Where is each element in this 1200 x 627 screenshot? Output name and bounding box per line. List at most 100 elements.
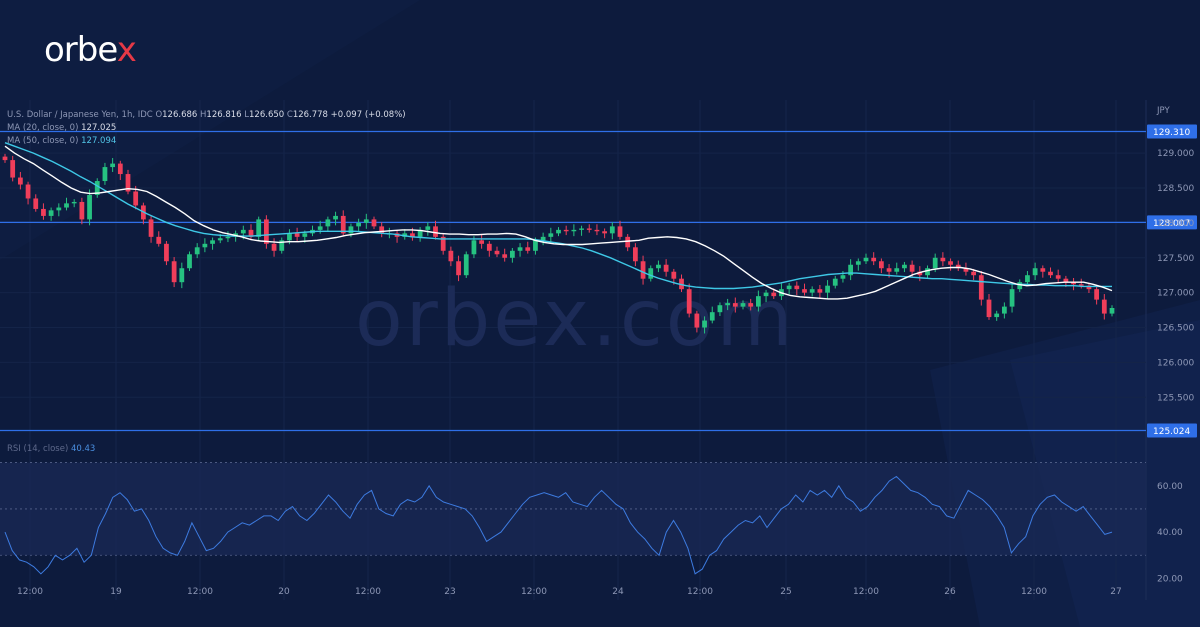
rsi-tick-label: 60.00 [1157,482,1183,492]
candle-body [263,219,269,244]
candle-body [855,261,861,265]
candle-body [971,271,977,276]
candle-body [786,285,792,290]
candle-body [571,229,577,232]
candle-body [1048,271,1053,276]
price-tick-label: 127.000 [1157,289,1194,299]
candle-body [640,261,646,279]
candle-body [863,257,869,262]
candle-body [256,219,262,237]
candle-body [671,271,677,279]
ma20-label: MA (20, close, 0) [7,123,79,133]
candle-body [71,201,77,204]
candle-body [902,264,907,269]
ma20-value: 127.025 [81,123,117,133]
candle-body [825,285,830,293]
ma50-value: 127.094 [81,136,117,146]
candle-body [417,229,423,237]
candle-body [925,268,930,276]
candle-body [287,233,292,241]
time-tick-label: 12:00 [355,587,381,597]
candle-body [456,261,461,276]
orbex-logo[interactable]: orbex [44,30,137,70]
level-label: 129.310 [1153,128,1190,138]
candle-body [48,210,54,216]
candle-body [848,264,854,276]
change-value: +0.097 (+0.08%) [330,110,406,120]
candle-body [1071,282,1076,285]
candle-body [279,240,285,251]
candle-body [333,215,338,220]
candle-body [548,233,554,237]
time-tick-label: 12:00 [1021,587,1047,597]
candlesticks [2,153,1115,334]
candle-body [694,313,700,328]
candle-body [479,240,485,244]
candle-body [978,275,984,300]
candle-body [494,250,500,255]
candle-body [79,201,85,220]
price-tick-label: 126.000 [1157,358,1194,368]
candle-body [709,312,715,321]
symbol-header: U.S. Dollar / Japanese Yen, 1h, IDC O126… [7,110,406,120]
candle-body [317,226,323,230]
candle-body [632,247,638,262]
logo-text: orbe [44,30,118,70]
horizontal-levels: 129.310 128.007 125.024 [0,124,1197,438]
candle-body [64,203,69,208]
candle-body [56,207,62,211]
candle-body [1086,285,1092,290]
candle-body [133,191,139,206]
symbol-name: U.S. Dollar / Japanese Yen, 1h, IDC [7,110,153,120]
candle-body [886,268,892,272]
time-tick-label: 12:00 [853,587,879,597]
candle-body [1109,307,1115,314]
candle-body [448,250,454,262]
candle-body [433,226,438,237]
ma50-line [4,142,1112,290]
candle-body [1063,278,1069,283]
candle-body [740,303,746,307]
candle-body [1055,275,1061,279]
time-tick-label: 27 [1110,587,1121,597]
time-tick-label: 12:00 [187,587,213,597]
candle-body [871,257,877,262]
time-tick-label: 12:00 [521,587,547,597]
time-tick-label: 20 [278,587,290,597]
candle-body [909,264,915,272]
candle-body [94,181,100,195]
rsi-tick-label: 40.00 [1157,528,1183,538]
candle-body [164,243,169,262]
time-tick-label: 23 [444,587,455,597]
candle-body [525,247,531,251]
close-value: 126.778 [292,110,328,120]
candle-body [156,236,162,244]
level-label: 125.024 [1153,427,1190,437]
candle-body [609,226,615,234]
candle-body [148,219,154,237]
candle-body [540,236,546,241]
candle-body [832,278,838,286]
price-tick-label: 128.000 [1157,219,1194,229]
candle-body [686,289,692,314]
candle-body [617,226,623,237]
candle-body [340,215,346,234]
logo-x: x [116,30,137,70]
candle-body [1094,289,1100,300]
candle-body [194,247,200,255]
rsi-label: RSI (14, close) [7,444,69,454]
rsi-value: 40.43 [70,444,96,454]
level-badge [1147,423,1197,438]
candle-body [1032,268,1038,276]
candle-body [87,194,92,220]
candle-body [556,229,561,234]
candle-body [25,184,31,199]
candle-body [348,226,354,234]
ma50-label: MA (50, close, 0) [7,136,79,146]
time-tick-label: 26 [944,587,956,597]
candle-body [356,222,362,227]
candle-body [586,228,592,230]
ma50-legend: MA (50, close, 0) 127.094 [7,136,116,146]
